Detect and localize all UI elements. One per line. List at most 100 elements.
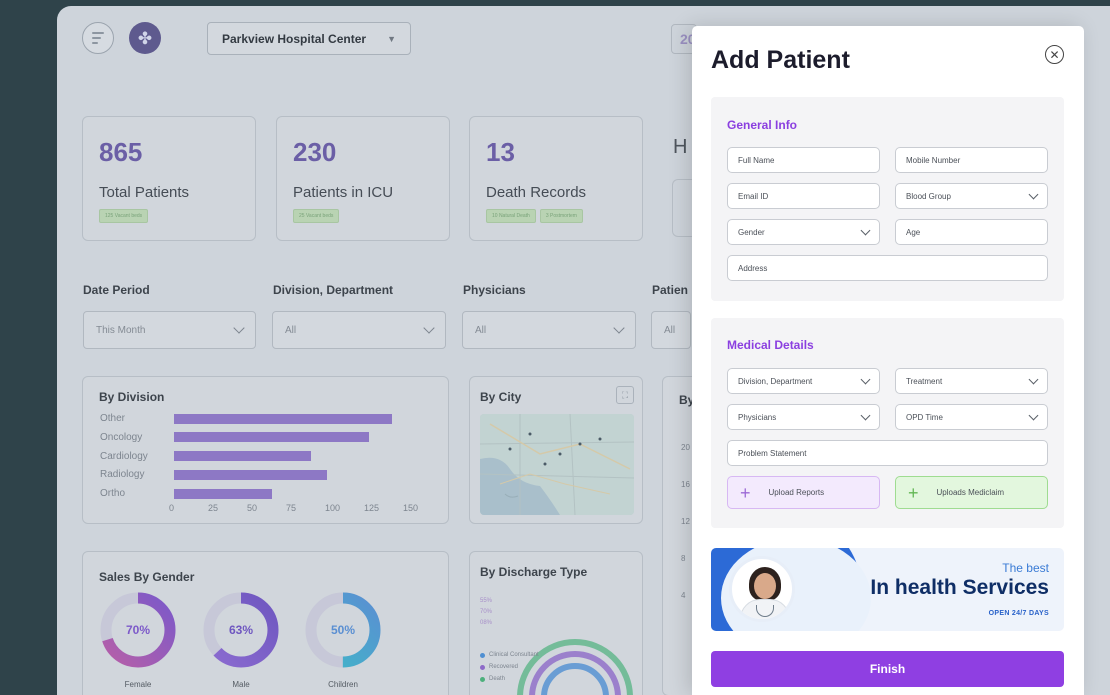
panel-title: By Division — [99, 390, 165, 404]
stat-tag: 3 Postmortem — [539, 209, 583, 223]
hospital-select-value: Parkview Hospital Center — [222, 31, 367, 46]
bar-row: Radiology — [100, 469, 327, 480]
bar — [174, 432, 369, 443]
promo-banner: The best In health Services OPEN 24/7 DA… — [711, 548, 1064, 631]
stat-tag: 125 Vacant beds — [99, 209, 149, 223]
stat-card-icu: 230 Patients in ICU 25 Vacant beds — [276, 116, 450, 241]
donut-label: Children — [328, 680, 358, 689]
donut-item: 63% Male — [202, 591, 280, 689]
card-partial — [672, 179, 702, 237]
donut-label: Male — [232, 680, 250, 689]
donut-chart: 63% — [203, 592, 279, 668]
panel-title: By — [679, 393, 695, 407]
plus-icon: + — [740, 482, 751, 503]
chevron-down-icon — [423, 321, 435, 334]
stat-tag: 25 Vacant beds — [293, 209, 340, 223]
chevron-down-icon — [1028, 410, 1039, 420]
stat-card-death-records: 13 Death Records 10 Natural Death 3 Post… — [469, 116, 643, 241]
general-info-section: General Info Full Name Mobile Number Ema… — [711, 97, 1064, 301]
expand-icon[interactable]: ⛶ — [616, 386, 634, 404]
opd-time-select[interactable]: OPD Time — [895, 404, 1048, 430]
division-department-select[interactable]: Division, Department — [727, 368, 880, 394]
section-title: General Info — [727, 118, 798, 132]
mobile-number-field[interactable]: Mobile Number — [895, 147, 1048, 173]
donut-chart: 70% — [100, 592, 176, 668]
legend-item: Death — [480, 676, 505, 682]
add-patient-modal: Add Patient ✕ General Info Full Name Mob… — [692, 26, 1084, 695]
x-tick: 150 — [403, 503, 419, 513]
x-tick: 125 — [364, 503, 380, 513]
banner-hours: OPEN 24/7 DAYS — [988, 610, 1049, 617]
bar — [174, 469, 327, 480]
filter-label-partial: Patien — [652, 283, 689, 297]
bar-row: Other — [100, 413, 393, 424]
donut-arc — [100, 592, 176, 668]
chevron-down-icon — [613, 321, 625, 334]
problem-statement-field[interactable]: Problem Statement — [727, 440, 1048, 466]
bar-label: Other — [100, 413, 126, 424]
doctor-avatar — [729, 556, 795, 622]
donut-label: Female — [124, 680, 152, 689]
clover-icon: ✤ — [137, 28, 153, 48]
bar-label: Ortho — [100, 488, 126, 500]
donut-arc — [203, 592, 279, 668]
upload-reports-button[interactable]: + Upload Reports — [727, 476, 880, 509]
patient-select-partial[interactable]: All — [651, 311, 691, 349]
bar-row: Cardiology — [100, 450, 312, 462]
donut-item: 50% Children — [304, 591, 382, 689]
bar-row: Oncology — [100, 432, 369, 443]
bar — [174, 413, 393, 424]
x-tick: 0 — [169, 503, 175, 513]
close-icon[interactable]: ✕ — [1045, 45, 1064, 64]
bar-label: Radiology — [100, 469, 145, 481]
chevron-down-icon — [860, 410, 871, 420]
filter-label: Division, Department — [273, 283, 394, 297]
banner-headline: In health Services — [870, 576, 1049, 599]
menu-button[interactable] — [82, 22, 114, 54]
date-period-select[interactable]: This Month — [83, 311, 256, 349]
discharge-rings — [517, 639, 633, 695]
city-map[interactable] — [480, 414, 634, 515]
donut-value: 70% — [126, 623, 150, 637]
full-name-field[interactable]: Full Name — [727, 147, 880, 173]
bar-row: Ortho — [100, 488, 273, 500]
division-select[interactable]: All — [272, 311, 446, 349]
stat-label: Death Records — [486, 184, 587, 201]
section-heading-partial: H — [673, 136, 688, 158]
stat-card-total-patients: 865 Total Patients 125 Vacant beds — [82, 116, 256, 241]
filter-label: Date Period — [83, 283, 150, 297]
hospital-logo: ✤ — [129, 22, 161, 54]
bar-label: Cardiology — [100, 450, 148, 462]
physicians-select[interactable]: All — [462, 311, 636, 349]
hospital-select[interactable]: Parkview Hospital Center ▼ — [207, 22, 411, 55]
medical-details-section: Medical Details Division, Department Tre… — [711, 318, 1064, 528]
x-tick: 50 — [247, 503, 258, 513]
physicians-select[interactable]: Physicians — [727, 404, 880, 430]
donut-item: 70% Female — [99, 591, 177, 689]
chevron-down-icon — [860, 225, 871, 235]
banner-tagline: The best — [1002, 561, 1049, 575]
email-field[interactable]: Email ID — [727, 183, 880, 209]
modal-title: Add Patient — [711, 46, 850, 74]
x-axis: 0 25 50 75 100 125 150 — [169, 503, 442, 513]
by-city-panel: By City ⛶ — [469, 376, 643, 524]
legend-item: Clinical Consultant — [480, 652, 539, 658]
treatment-select[interactable]: Treatment — [895, 368, 1048, 394]
donut-arc — [305, 592, 381, 668]
plus-icon: + — [908, 482, 919, 503]
panel-title: By Discharge Type — [480, 565, 588, 579]
x-tick: 75 — [286, 503, 297, 513]
finish-button[interactable]: Finish — [711, 651, 1064, 687]
age-field[interactable]: Age — [895, 219, 1048, 245]
blood-group-select[interactable]: Blood Group — [895, 183, 1048, 209]
stat-label: Patients in ICU — [293, 184, 394, 201]
by-discharge-panel: By Discharge Type 55% 70% 08% Clinical C… — [469, 551, 643, 695]
upload-mediclaim-button[interactable]: + Uploads Mediclaim — [895, 476, 1048, 509]
stat-label: Total Patients — [99, 184, 190, 201]
bar — [174, 488, 273, 499]
bar-label: Oncology — [100, 431, 143, 443]
address-field[interactable]: Address — [727, 255, 1048, 281]
stat-value: 13 — [486, 137, 515, 167]
gender-select[interactable]: Gender — [727, 219, 880, 245]
chevron-down-icon — [1028, 374, 1039, 384]
